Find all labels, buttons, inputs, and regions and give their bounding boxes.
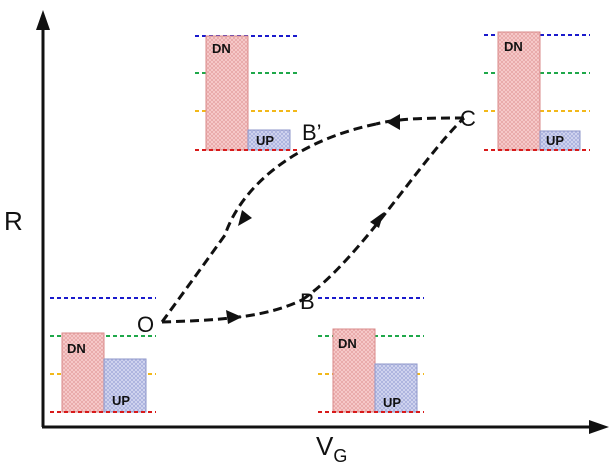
y-axis-arrow-icon <box>36 10 50 30</box>
path-o-to-b-lower <box>161 298 303 324</box>
point-label-lower: B <box>300 289 315 314</box>
up-label: UP <box>112 393 130 408</box>
arrow-b-to-c-icon <box>370 212 384 228</box>
point-label-corner: C <box>460 106 476 131</box>
x-axis-label: VG <box>316 431 347 463</box>
dn-bar <box>61 332 105 413</box>
dn-bar <box>332 328 376 413</box>
y-axis-label: R <box>4 206 23 236</box>
dn-label: DN <box>338 336 357 351</box>
up-label: UP <box>546 133 564 148</box>
up-label: UP <box>383 395 401 410</box>
up-bar <box>103 358 147 413</box>
inset-upper-right: DN UP <box>484 31 590 151</box>
up-bar <box>539 130 581 151</box>
up-label: UP <box>256 133 274 148</box>
point-label-upper: B’ <box>302 120 322 145</box>
dn-label: DN <box>67 341 86 356</box>
path-c-to-b-prime <box>375 116 465 126</box>
x-axis-label-subscript: G <box>333 446 347 463</box>
dn-bar <box>205 35 249 151</box>
inset-lower-left: DN UP <box>50 297 156 413</box>
axes <box>36 10 609 434</box>
dn-label: DN <box>212 41 231 56</box>
path-b-to-c <box>301 116 466 302</box>
path-b-prime-to-o <box>160 122 377 323</box>
inset-upper-left: DN UP <box>195 35 300 151</box>
arrow-o-to-b-icon <box>226 310 242 324</box>
inset-lower-right: DN UP <box>318 297 424 413</box>
arrow-b-prime-to-o-icon <box>238 210 252 226</box>
dn-label: DN <box>504 39 523 54</box>
arrow-c-to-b-prime-icon <box>386 114 400 130</box>
hysteresis-paths <box>160 116 466 324</box>
point-label-origin: O <box>137 312 154 337</box>
x-axis-label-main: V <box>316 431 334 461</box>
x-axis-arrow-icon <box>589 420 609 434</box>
up-bar <box>374 363 418 413</box>
dn-bar <box>497 31 541 151</box>
